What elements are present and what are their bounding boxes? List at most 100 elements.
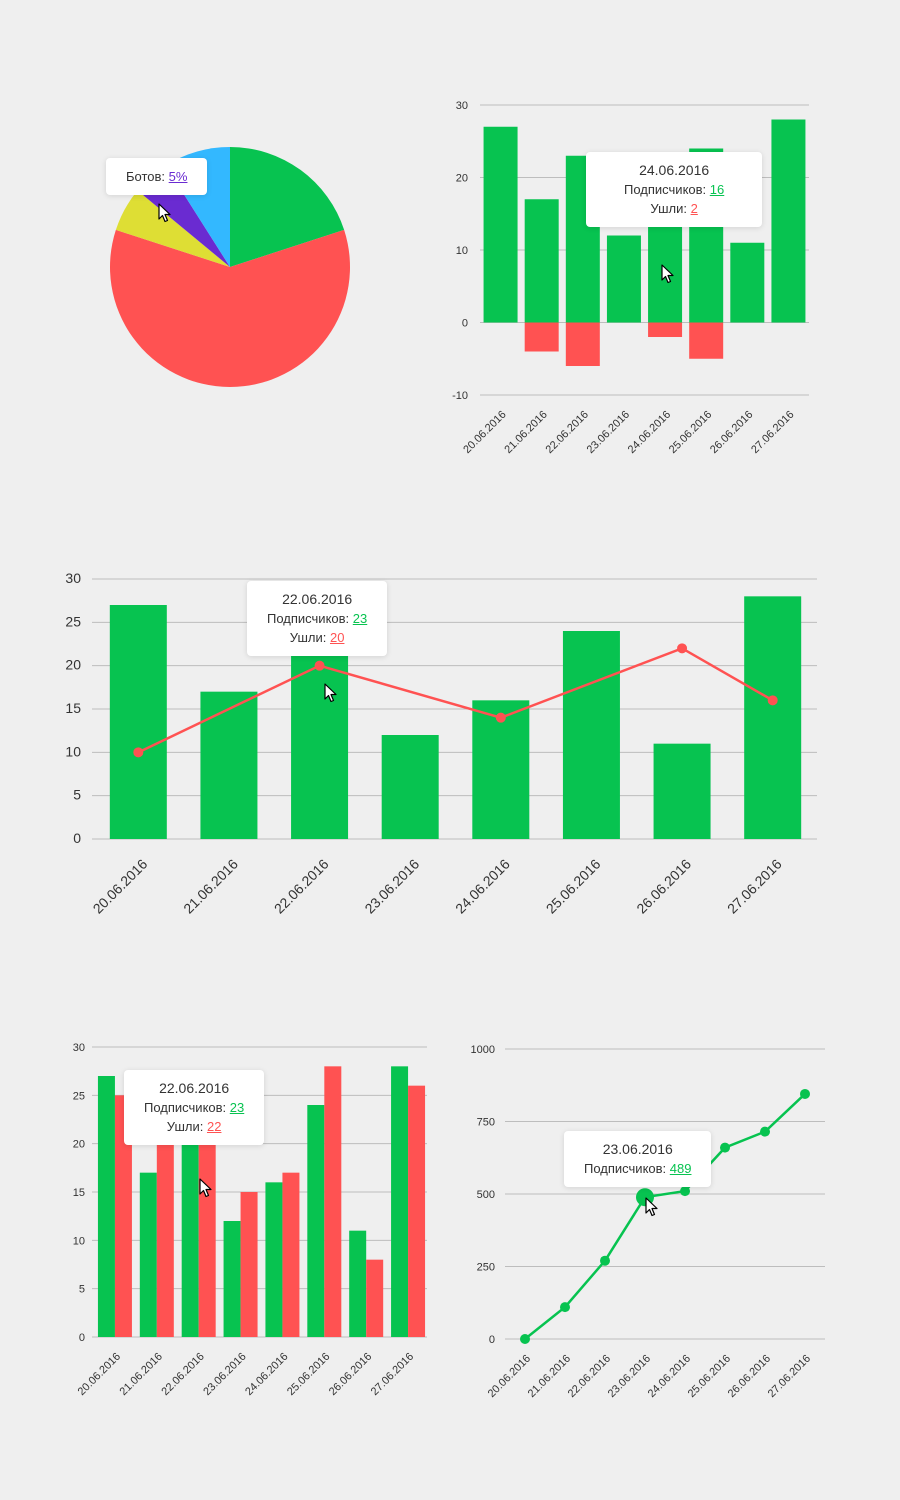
tooltip-left-value[interactable]: 20 bbox=[329, 630, 345, 645]
tooltip-left-value[interactable]: 22 bbox=[206, 1119, 222, 1134]
subscribers-bar bbox=[391, 1066, 409, 1337]
left-bar bbox=[324, 1066, 342, 1337]
tooltip-subscribers-row: Подписчиков: 23 bbox=[144, 1098, 244, 1117]
bar-line-combo-chart: 30 25 20 15 10 5 0 20.06.2016 21.06.2016 22.06.20… bbox=[40, 560, 840, 960]
subscribers-bar bbox=[291, 639, 349, 839]
subscribers-point bbox=[800, 1088, 810, 1099]
left-bar bbox=[565, 322, 600, 366]
tooltip-subscribers-row: Подписчиков: 489 bbox=[584, 1159, 691, 1178]
x-tick-label: 21.06.2016 bbox=[180, 856, 241, 917]
left-point bbox=[677, 643, 688, 654]
x-tick-label: 20.06.2016 bbox=[90, 856, 151, 917]
subscribers-bar bbox=[97, 1076, 115, 1337]
x-tick-label: 27.06.2016 bbox=[749, 409, 796, 456]
tooltip-date: 23.06.2016 bbox=[602, 1141, 673, 1157]
x-tick-label: 26.06.2016 bbox=[708, 409, 755, 456]
subscribers-churn-bar-chart: 30 20 10 0 -10 20.06.2016 21.06.2016 22.06.2016… bbox=[440, 80, 840, 500]
subscribers-bar bbox=[349, 1230, 367, 1337]
x-tick-label: 27.06.2016 bbox=[766, 1353, 813, 1400]
subscribers-bar bbox=[223, 1221, 241, 1337]
x-tick-label: 20.06.2016 bbox=[76, 1351, 123, 1398]
pie-slice-1 bbox=[109, 229, 351, 388]
tooltip-subscribers-label: Подписчиков: bbox=[267, 611, 350, 626]
subscribers-bar bbox=[524, 199, 559, 323]
subscribers-bar bbox=[472, 700, 530, 839]
left-bar bbox=[114, 1095, 132, 1337]
subscribers-bar bbox=[109, 605, 167, 839]
left-bar bbox=[408, 1085, 426, 1337]
y-tick-label: 0 bbox=[73, 830, 81, 846]
tooltip-date: 22.06.2016 bbox=[159, 1080, 230, 1096]
tooltip-left-row: Ушли: 20 bbox=[267, 628, 367, 647]
left-bar bbox=[156, 1143, 174, 1337]
x-tick-label: 23.06.2016 bbox=[585, 409, 632, 456]
x-tick-label: 27.06.2016 bbox=[369, 1351, 416, 1398]
tooltip-left-value[interactable]: 2 bbox=[690, 201, 698, 216]
tooltip-left-row: Ушли: 2 bbox=[624, 199, 724, 218]
y-tick-label: 15 bbox=[73, 1187, 85, 1199]
y-tick-label: 10 bbox=[73, 1235, 85, 1247]
tooltip-subscribers-label: Подписчиков: bbox=[144, 1100, 227, 1115]
y-tick-label: 5 bbox=[79, 1284, 85, 1296]
mouse-cursor-icon bbox=[645, 1197, 658, 1217]
y-tick-label: 10 bbox=[65, 743, 81, 759]
subscribers-point bbox=[520, 1334, 530, 1344]
x-tick-label: 27.06.2016 bbox=[724, 856, 785, 917]
subscribers-bar bbox=[744, 596, 802, 839]
x-tick-label: 21.06.2016 bbox=[502, 409, 549, 456]
x-tick-label: 26.06.2016 bbox=[633, 856, 694, 917]
subscribers-bar bbox=[606, 235, 641, 323]
y-tick-label: 0 bbox=[79, 1332, 85, 1344]
mouse-cursor-icon bbox=[661, 264, 674, 284]
bar-chart-tooltip: 24.06.2016 Подписчиков: 16 Ушли: 2 bbox=[586, 152, 763, 227]
left-bar bbox=[689, 322, 724, 359]
pie-tooltip-label: Ботов: bbox=[126, 169, 166, 184]
tooltip-subscribers-value[interactable]: 23 bbox=[352, 611, 368, 626]
combo-chart-tooltip: 22.06.2016 Подписчиков: 23 Ушли: 20 bbox=[247, 581, 388, 656]
left-bar bbox=[648, 322, 683, 337]
y-tick-label: 250 bbox=[477, 1262, 495, 1274]
x-tick-label: 21.06.2016 bbox=[118, 1351, 165, 1398]
pie-chart-svg bbox=[109, 147, 351, 388]
y-tick-label: 0 bbox=[489, 1334, 495, 1346]
y-tick-label: 20 bbox=[73, 1139, 85, 1151]
left-bar bbox=[240, 1192, 258, 1337]
pie-tooltip-value[interactable]: 5% bbox=[168, 169, 188, 184]
x-tick-label: 24.06.2016 bbox=[626, 409, 673, 456]
left-bar bbox=[198, 1124, 216, 1337]
tooltip-subscribers-row: Подписчиков: 23 bbox=[267, 609, 367, 628]
x-tick-label: 24.06.2016 bbox=[243, 1351, 290, 1398]
tooltip-left-label: Ушли: bbox=[289, 630, 327, 645]
x-tick-label: 22.06.2016 bbox=[159, 1351, 206, 1398]
subscribers-bar bbox=[730, 242, 765, 323]
y-tick-label: 750 bbox=[477, 1117, 495, 1129]
mouse-cursor-icon bbox=[324, 683, 337, 703]
y-tick-label: 0 bbox=[462, 318, 468, 330]
tooltip-subscribers-value[interactable]: 16 bbox=[709, 182, 725, 197]
x-tick-label: 25.06.2016 bbox=[667, 409, 714, 456]
x-tick-label: 26.06.2016 bbox=[327, 1351, 374, 1398]
y-tick-label: 30 bbox=[73, 1042, 85, 1054]
y-tick-label: 25 bbox=[65, 613, 81, 629]
subscribers-line-chart: 1000 750 500 250 0 20.06.2016 21.06.2016 22.06.… bbox=[460, 1030, 860, 1430]
subscribers-bar bbox=[181, 1114, 199, 1337]
subscribers-bar bbox=[139, 1172, 157, 1337]
tooltip-subscribers-row: Подписчиков: 16 bbox=[624, 180, 724, 199]
tooltip-subscribers-label: Подписчиков: bbox=[584, 1161, 667, 1176]
x-tick-label: 22.06.2016 bbox=[271, 856, 332, 917]
left-bar bbox=[282, 1172, 300, 1337]
subscribers-point bbox=[720, 1142, 730, 1153]
subscribers-bar bbox=[200, 691, 258, 839]
subscribers-bar bbox=[307, 1105, 325, 1337]
subscribers-line bbox=[524, 1093, 806, 1340]
subscribers-line-chart-svg: 1000750500250020.06.201621.06.201622.06.… bbox=[471, 1044, 825, 1400]
x-tick-label: 23.06.2016 bbox=[361, 856, 422, 917]
tooltip-subscribers-value[interactable]: 489 bbox=[669, 1161, 692, 1176]
left-bar bbox=[524, 322, 559, 352]
pie-chart: Ботов: 5% bbox=[0, 0, 440, 460]
grouped-bar-chart-svg: 30252015105020.06.201621.06.201622.06.20… bbox=[73, 1042, 427, 1398]
tooltip-subscribers-label: Подписчиков: bbox=[624, 182, 707, 197]
tooltip-subscribers-value[interactable]: 23 bbox=[229, 1100, 245, 1115]
subscribers-bar bbox=[483, 126, 518, 323]
subscribers-bar bbox=[771, 119, 806, 323]
